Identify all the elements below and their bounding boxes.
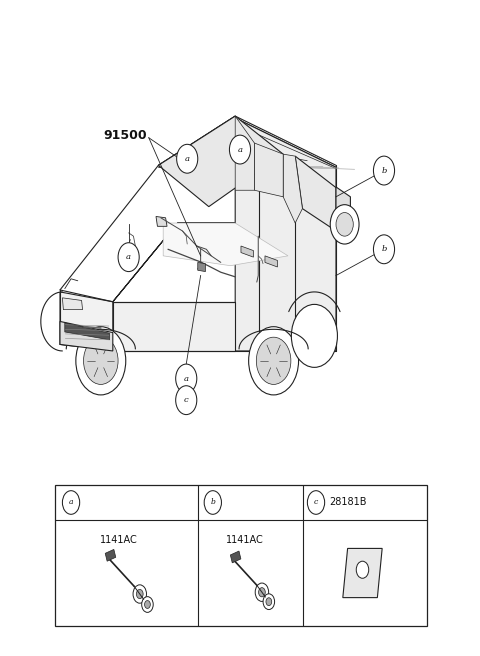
Circle shape: [62, 491, 80, 514]
Text: a: a: [69, 499, 73, 506]
Circle shape: [204, 491, 221, 514]
Circle shape: [263, 594, 275, 609]
Circle shape: [266, 598, 272, 605]
Polygon shape: [295, 156, 336, 231]
Circle shape: [259, 588, 265, 597]
Text: c: c: [314, 499, 318, 506]
Circle shape: [177, 144, 198, 173]
Polygon shape: [235, 118, 336, 351]
Text: a: a: [184, 375, 189, 382]
Polygon shape: [254, 143, 283, 197]
Circle shape: [307, 491, 324, 514]
Text: a: a: [185, 155, 190, 163]
Circle shape: [373, 156, 395, 185]
Circle shape: [176, 386, 197, 415]
Circle shape: [144, 601, 150, 609]
Polygon shape: [283, 154, 302, 223]
Polygon shape: [60, 321, 113, 351]
Polygon shape: [158, 118, 336, 198]
Text: b: b: [210, 499, 215, 506]
Polygon shape: [163, 223, 288, 266]
Text: 1141AC: 1141AC: [100, 535, 138, 546]
Polygon shape: [235, 116, 254, 190]
Polygon shape: [230, 551, 241, 563]
FancyBboxPatch shape: [55, 485, 427, 626]
Circle shape: [142, 597, 153, 613]
Text: 28181B: 28181B: [329, 497, 367, 508]
Circle shape: [336, 213, 353, 236]
Text: 1141AC: 1141AC: [226, 535, 264, 546]
Text: b: b: [381, 245, 387, 253]
Polygon shape: [336, 187, 350, 233]
Circle shape: [229, 135, 251, 164]
Circle shape: [136, 589, 143, 598]
Circle shape: [176, 364, 197, 393]
Circle shape: [373, 235, 395, 264]
Polygon shape: [113, 302, 235, 351]
Circle shape: [256, 337, 291, 384]
Circle shape: [249, 327, 299, 395]
Text: b: b: [381, 167, 387, 174]
Polygon shape: [158, 116, 283, 207]
Polygon shape: [105, 550, 116, 562]
Circle shape: [84, 337, 118, 384]
Polygon shape: [198, 262, 205, 272]
Polygon shape: [65, 323, 109, 340]
Polygon shape: [60, 292, 113, 348]
Polygon shape: [156, 216, 167, 226]
Circle shape: [255, 583, 269, 602]
Text: a: a: [126, 253, 131, 261]
Polygon shape: [343, 548, 382, 598]
Circle shape: [356, 561, 369, 579]
Text: 91500: 91500: [103, 129, 147, 142]
Circle shape: [118, 243, 139, 272]
Polygon shape: [62, 298, 83, 310]
Circle shape: [330, 205, 359, 244]
Polygon shape: [241, 246, 253, 257]
Text: c: c: [184, 396, 189, 404]
Circle shape: [76, 327, 126, 395]
Circle shape: [291, 304, 337, 367]
Polygon shape: [113, 223, 235, 302]
Polygon shape: [265, 256, 277, 267]
Text: a: a: [238, 146, 242, 154]
Circle shape: [133, 585, 146, 604]
